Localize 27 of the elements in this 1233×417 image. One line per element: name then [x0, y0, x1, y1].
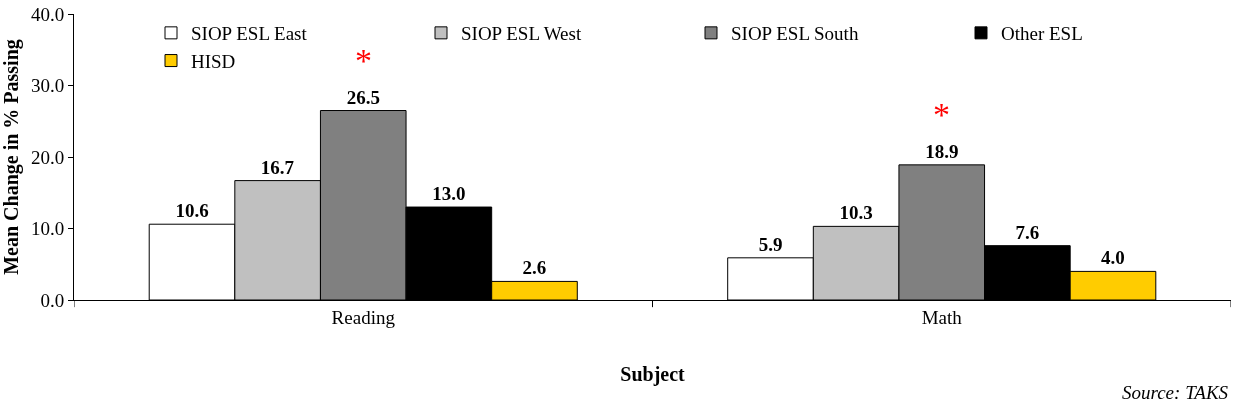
annotation: *: [355, 42, 372, 79]
annotation: *: [933, 96, 950, 133]
x-axis-title: Subject: [620, 363, 686, 387]
legend-label: SIOP ESL West: [461, 23, 582, 45]
data-label: 10.6: [175, 200, 209, 222]
x-tick-label: Reading: [331, 306, 396, 328]
data-label: 13.0: [432, 183, 466, 205]
data-label: 18.9: [925, 140, 959, 162]
legend-label: SIOP ESL East: [191, 23, 308, 45]
y-tick-label: 40.0: [30, 3, 65, 25]
x-tick-label: Math: [921, 306, 963, 328]
legend-label: HISD: [191, 50, 236, 72]
y-tick-label: 20.0: [30, 146, 65, 168]
source-note: Source: TAKS: [1122, 382, 1229, 403]
data-label: 7.6: [1015, 221, 1040, 243]
y-tick-label: 10.0: [30, 218, 65, 240]
legend-label: Other ESL: [1001, 23, 1083, 45]
data-label: 5.9: [758, 233, 783, 255]
y-tick-label: 0.0: [40, 289, 65, 311]
y-tick-label: 30.0: [30, 75, 65, 97]
legend-label: SIOP ESL South: [731, 23, 859, 45]
data-label: 4.0: [1101, 247, 1125, 269]
data-label: 10.3: [839, 202, 873, 224]
data-label: 2.6: [522, 257, 547, 279]
data-label: 16.7: [260, 156, 295, 178]
data-label: 26.5: [346, 86, 380, 108]
y-axis-title: Mean Change in % Passing: [0, 39, 23, 275]
